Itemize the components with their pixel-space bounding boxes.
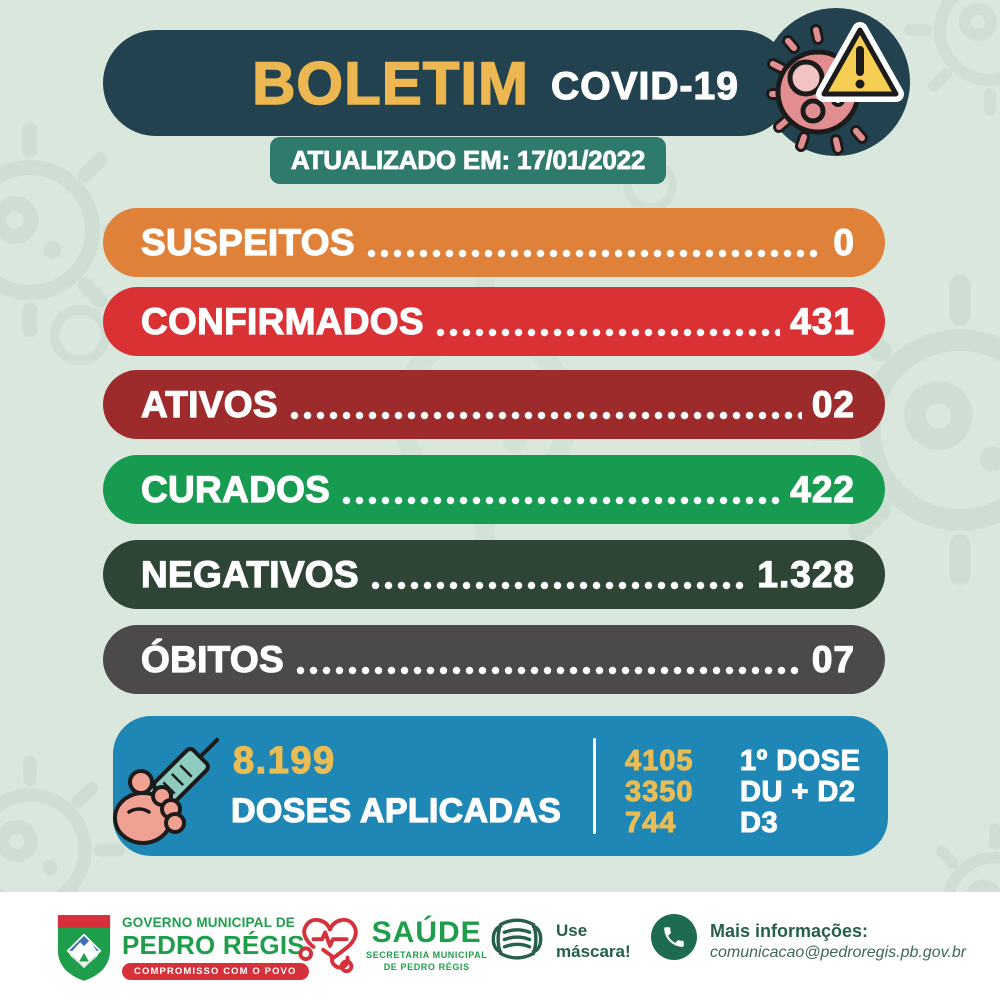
stat-label: ÓBITOS	[140, 638, 284, 680]
dotted-leader	[364, 249, 824, 258]
government-line2: PEDRO RÉGIS	[122, 929, 305, 960]
dotted-leader	[433, 328, 781, 337]
doses-panel: 8.199 DOSES APLICADAS 4105 1º DOSE 3350 …	[113, 716, 888, 856]
stat-value: 0	[833, 221, 855, 263]
dotted-leader	[340, 496, 781, 505]
updated-banner: ATUALIZADO EM: 17/01/2022	[270, 137, 666, 184]
page-title: BOLETIM	[251, 49, 530, 118]
mask-line1: Use	[556, 921, 588, 940]
face-mask-icon	[491, 918, 543, 960]
syringe-hand-icon	[113, 737, 220, 845]
doses-total-label: DOSES APLICADAS	[230, 791, 562, 830]
stat-label: CURADOS	[140, 468, 331, 510]
saude-title: SAÚDE	[371, 916, 482, 949]
contact-info: Mais informações: comunicacao@pedroregis…	[710, 920, 966, 964]
dose-value: 3350	[625, 776, 694, 809]
contact-title: Mais informações:	[710, 921, 869, 941]
page-subtitle: COVID-19	[550, 64, 739, 108]
dose-row: 3350 DU + D2	[625, 776, 860, 809]
dose-row: 744 D3	[625, 807, 860, 840]
government-line1: GOVERNO MUNICIPAL DE	[122, 915, 296, 930]
government-motto: COMPROMISSO COM O POVO	[122, 962, 309, 980]
dose-label: 1º DOSE	[739, 745, 861, 778]
stat-row-suspeitos: SUSPEITOS 0	[103, 208, 885, 277]
saude-subtitle1: SECRETARIA MUNICIPAL	[366, 950, 488, 960]
stat-label: CONFIRMADOS	[140, 300, 424, 342]
stat-row-negativos: NEGATIVOS 1.328	[103, 540, 885, 609]
stat-label: SUSPEITOS	[140, 221, 355, 263]
updated-date-label: ATUALIZADO EM: 17/01/2022	[290, 145, 646, 176]
dose-label: D3	[739, 807, 779, 840]
stat-row-curados: CURADOS 422	[103, 455, 885, 524]
government-logo-text: GOVERNO MUNICIPAL DE PEDRO RÉGIS COMPROM…	[122, 916, 309, 980]
footer: GOVERNO MUNICIPAL DE PEDRO RÉGIS COMPROM…	[0, 892, 1000, 1000]
heart-stethoscope-icon	[298, 917, 358, 974]
stat-row-confirmados: CONFIRMADOS 431	[103, 287, 885, 356]
virus-icon	[766, 22, 904, 155]
mask-line2: máscara!	[556, 942, 631, 962]
stat-value: 1.328	[757, 553, 855, 595]
doses-total: 8.199	[232, 739, 336, 782]
dose-value: 744	[625, 807, 677, 840]
mask-reminder-text: Use máscara!	[556, 920, 631, 963]
doses-breakdown: 4105 1º DOSE 3350 DU + D2 744 D3	[625, 745, 861, 840]
municipal-crest-icon	[57, 915, 111, 981]
dose-row: 4105 1º DOSE	[625, 745, 861, 778]
phone-icon	[651, 914, 697, 960]
stat-value: 02	[811, 383, 855, 425]
dotted-leader	[287, 411, 802, 420]
stat-row-obitos: ÓBITOS 07	[103, 625, 885, 694]
saude-subtitle2: DE PEDRO RÉGIS	[383, 962, 470, 972]
stat-label: ATIVOS	[140, 383, 278, 425]
stat-label: NEGATIVOS	[140, 553, 359, 595]
stat-value: 07	[811, 638, 855, 680]
contact-email: comunicacao@pedroregis.pb.gov.br	[710, 944, 967, 962]
dotted-leader	[293, 666, 802, 675]
dose-value: 4105	[625, 745, 694, 778]
stat-row-ativos: ATIVOS 02	[103, 370, 885, 439]
dose-label: DU + D2	[740, 776, 856, 809]
stat-value: 431	[790, 300, 855, 342]
stat-value: 422	[790, 468, 855, 510]
divider	[593, 738, 596, 834]
dotted-leader	[368, 581, 748, 590]
header-banner: BOLETIM COVID-19	[103, 30, 793, 136]
health-secretary-logo-text: SAÚDE SECRETARIA MUNICIPAL DE PEDRO RÉGI…	[366, 918, 487, 972]
warning-triangle-icon	[816, 22, 904, 102]
